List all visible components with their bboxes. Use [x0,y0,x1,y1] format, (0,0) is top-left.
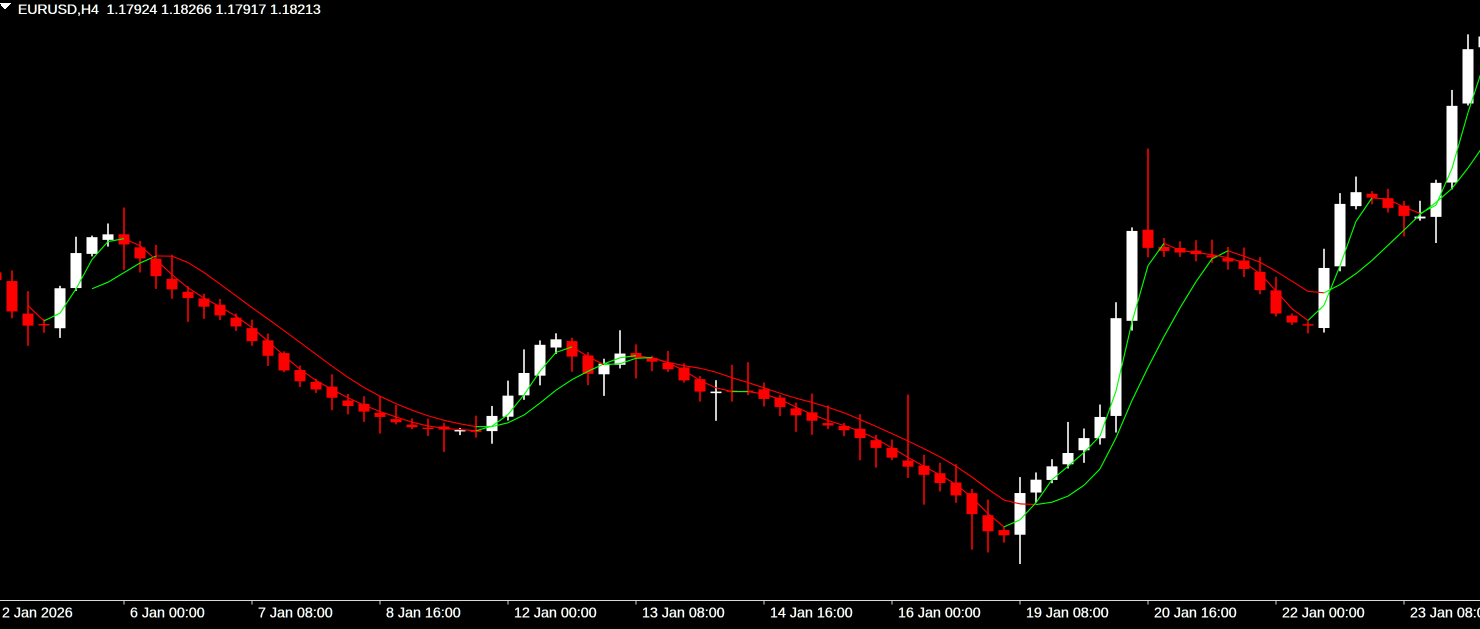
svg-text:16 Jan 00:00: 16 Jan 00:00 [898,606,981,622]
svg-text:8 Jan 16:00: 8 Jan 16:00 [386,606,461,622]
svg-text:19 Jan 08:00: 19 Jan 08:00 [1026,606,1109,622]
svg-text:12 Jan 00:00: 12 Jan 00:00 [514,606,597,622]
svg-text:7 Jan 08:00: 7 Jan 08:00 [258,606,333,622]
svg-text:14 Jan 16:00: 14 Jan 16:00 [770,606,853,622]
svg-text:2 Jan 2026: 2 Jan 2026 [2,606,73,622]
svg-text:6 Jan 00:00: 6 Jan 00:00 [130,606,205,622]
svg-text:22 Jan 00:00: 22 Jan 00:00 [1282,606,1365,622]
svg-text:13 Jan 08:00: 13 Jan 08:00 [642,606,725,622]
svg-text:23 Jan 08:00: 23 Jan 08:00 [1410,606,1480,622]
svg-text:20 Jan 16:00: 20 Jan 16:00 [1154,606,1237,622]
